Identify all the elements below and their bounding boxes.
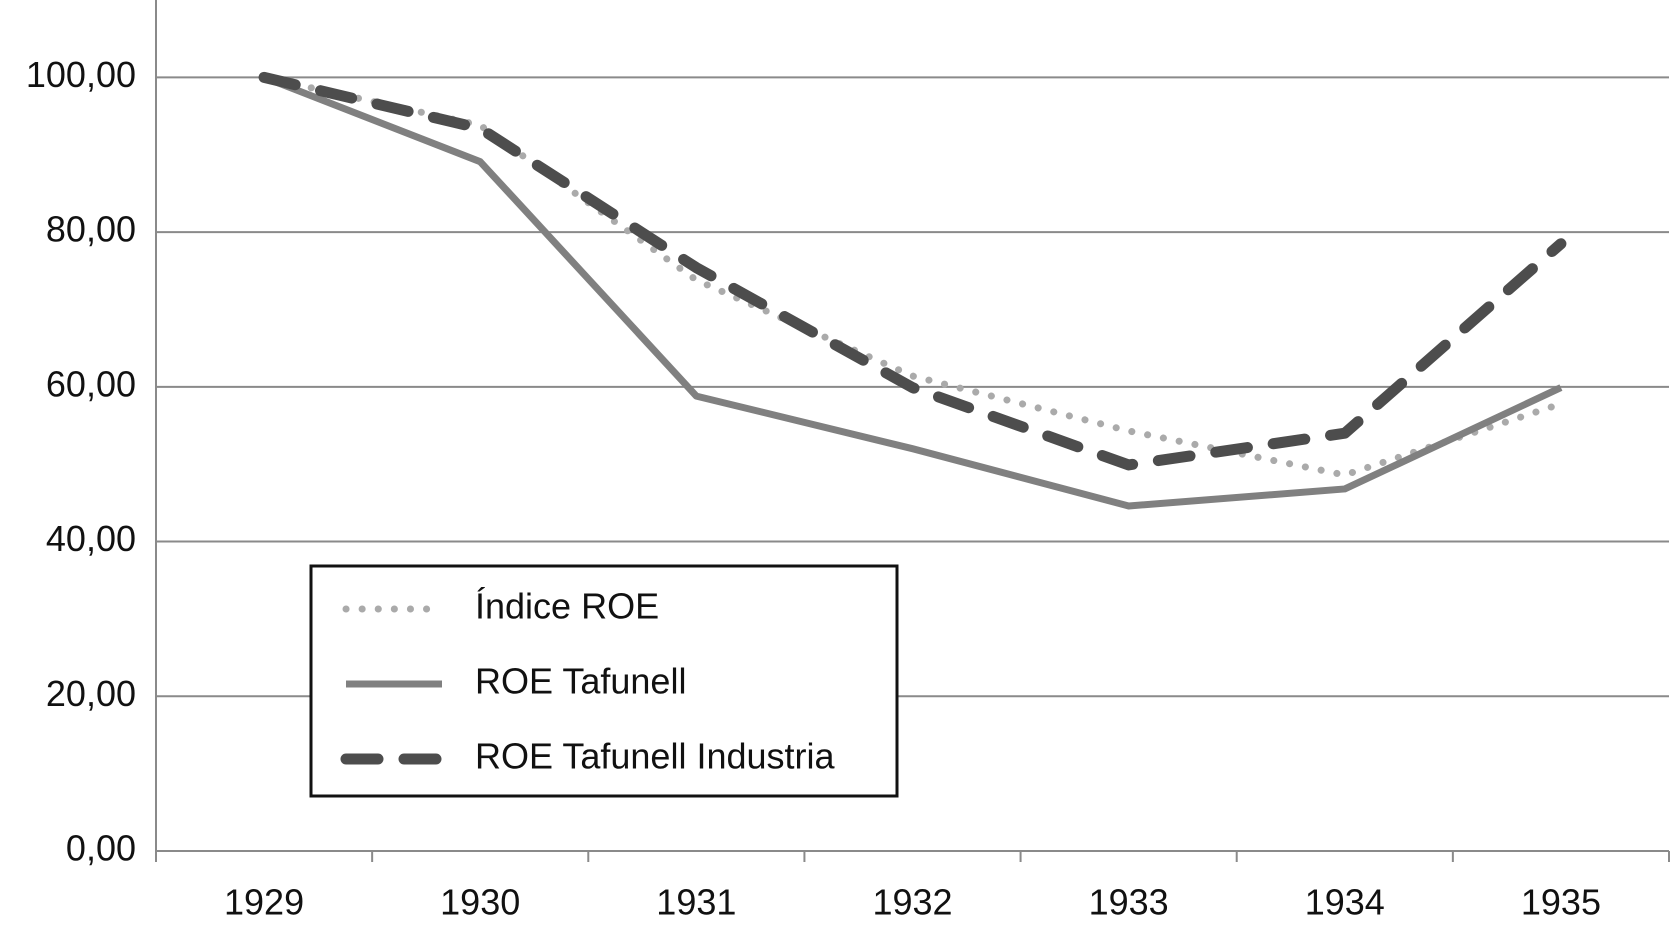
x-tick-label: 1929 bbox=[224, 882, 304, 923]
y-tick-label: 100,00 bbox=[26, 54, 136, 95]
legend-label: ROE Tafunell Industria bbox=[475, 736, 836, 777]
series-line bbox=[262, 74, 1563, 510]
series-line bbox=[258, 71, 1567, 471]
x-tick-label: 1933 bbox=[1089, 882, 1169, 923]
y-tick-label: 20,00 bbox=[46, 673, 136, 714]
y-tick-label: 80,00 bbox=[46, 209, 136, 250]
y-tick-label: 40,00 bbox=[46, 518, 136, 559]
x-tick-label: 1934 bbox=[1305, 882, 1385, 923]
x-tick-label: 1935 bbox=[1521, 882, 1601, 923]
y-tick-label: 0,00 bbox=[66, 828, 136, 869]
series-line bbox=[260, 73, 1565, 479]
x-tick-label: 1931 bbox=[656, 882, 736, 923]
x-tick-label: 1932 bbox=[872, 882, 952, 923]
y-tick-label: 60,00 bbox=[46, 363, 136, 404]
x-tick-label: 1930 bbox=[440, 882, 520, 923]
legend-label: ROE Tafunell bbox=[475, 661, 686, 702]
legend-label: Índice ROE bbox=[475, 586, 659, 627]
